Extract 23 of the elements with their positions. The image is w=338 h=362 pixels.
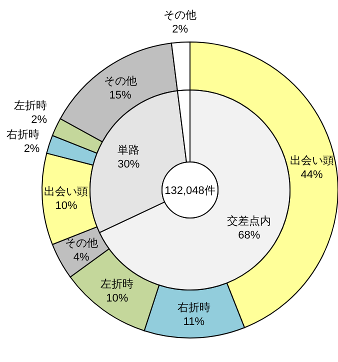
data-label: 2%: [24, 143, 40, 156]
data-label: 2%: [31, 114, 48, 126]
data-label: 30%: [118, 158, 140, 170]
text: 132,048件: [164, 185, 216, 197]
slice-label: 左折時: [14, 99, 48, 112]
slice-label: 右折時: [177, 300, 210, 314]
data-label: 10%: [106, 292, 128, 304]
data-label: 11%: [183, 316, 205, 328]
data-label: 10%: [55, 200, 78, 212]
slice-label: 単路: [118, 144, 140, 156]
slice-label: 右折時: [6, 128, 40, 142]
data-label: 4%: [73, 252, 90, 264]
slice-label: 出会い頭: [44, 184, 88, 198]
slice-label: その他: [64, 238, 98, 250]
slice-label: その他: [104, 75, 137, 88]
slice-label: 出会い頭: [290, 154, 334, 167]
slice-label: その他: [164, 9, 197, 22]
data-label: 15%: [109, 89, 132, 102]
data-label: 2%: [172, 23, 188, 36]
data-label: 44%: [300, 168, 324, 181]
slice-label: 交差点内: [227, 214, 272, 228]
slice-label: 左折時: [100, 277, 134, 290]
data-label: 68%: [238, 230, 260, 242]
